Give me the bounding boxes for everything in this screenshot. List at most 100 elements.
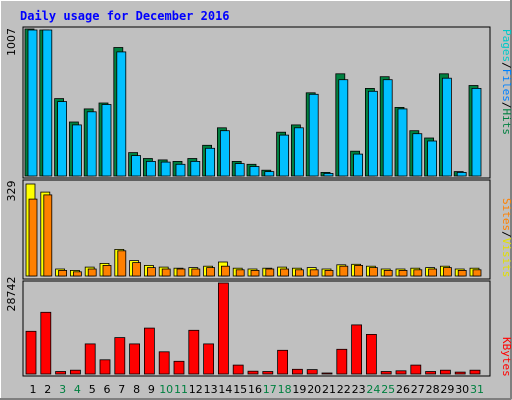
bar-sites [265,268,275,277]
bar-files [72,124,82,177]
x-tick-label: 3 [59,383,66,396]
legend-files: Files [500,69,512,102]
bar-kbytes [291,368,303,375]
bars-layer [24,28,482,375]
bar-files [190,160,201,177]
bar-kbytes [336,348,348,375]
bar-files [397,108,408,177]
bar-files [471,88,482,177]
bar-sites [146,267,156,277]
x-tick-label: 31 [470,383,484,396]
x-tick-label: 14 [218,383,232,396]
bar-files [338,79,349,177]
bar-sites [132,262,142,277]
bar-kbytes [247,370,259,375]
bar-sites [176,268,186,277]
chart-title: Daily usage for December 2016 [20,9,230,23]
x-tick-label: 24 [366,383,380,396]
bar-kbytes [173,360,185,375]
legend-sites: Sites [500,198,512,231]
x-tick-label: 8 [133,383,140,396]
x-axis-labels: 1 2 3 4 5 6 7 8 9 10 11 12 13 14 15 16 17 18 19 20 21 22 23 24 2… [30,383,485,396]
bar-kbytes [469,369,481,375]
hits-max-label: 1007 [5,28,18,56]
bar-files [427,140,438,177]
bar-kbytes [306,369,318,375]
x-tick-label: 20 [307,383,321,396]
bar-kbytes [380,371,392,375]
bar-files [42,29,53,177]
x-tick-label: 13 [204,383,218,396]
bar-kbytes [395,370,407,375]
bar-files [116,51,127,177]
x-tick-label: 23 [352,383,366,396]
bar-sites [220,265,230,277]
bar-kbytes [188,329,200,375]
bar-sites [354,264,364,277]
bar-kbytes [217,282,229,375]
bar-files [205,147,216,177]
x-tick-label: 15 [233,383,247,396]
x-tick-label: 2 [44,383,51,396]
kbytes-max-label: 28742 [5,277,18,312]
bar-kbytes [277,349,289,375]
bar-files [367,90,378,177]
x-tick-label: 1 [30,383,37,396]
bar-kbytes [410,364,422,375]
bar-sites [457,269,467,277]
bar-kbytes [203,343,215,375]
x-tick-label: 6 [104,383,111,396]
bar-files [353,153,364,177]
bar-sites [428,268,438,277]
bar-sites [280,268,290,277]
x-tick-label: 10 [159,383,173,396]
bar-files [27,29,38,177]
legend-sep: / [500,102,512,109]
bar-sites [161,268,171,277]
x-tick-label: 5 [89,383,96,396]
x-tick-label: 28 [426,383,440,396]
bar-kbytes [55,371,66,375]
bar-sites [398,269,408,277]
bar-sites [206,267,216,277]
x-tick-label: 11 [174,383,188,396]
x-tick-label: 29 [440,383,454,396]
x-tick-label: 7 [118,383,125,396]
legend-sep: / [500,231,512,238]
bar-kbytes [454,371,466,375]
bar-sites [191,268,201,277]
bar-sites [102,264,112,277]
bar-sites [73,271,82,277]
hits-legend: Pages/Files/Hits [500,29,512,135]
bar-files [234,163,245,177]
bar-sites [294,269,304,277]
bar-sites [87,268,97,277]
x-tick-label: 19 [292,383,306,396]
bar-sites [324,269,334,277]
x-tick-label: 18 [278,383,292,396]
bar-sites [235,269,245,277]
bar-files [382,79,393,177]
bar-files [279,134,290,177]
bar-files [456,171,467,177]
visits-legend: Sites/Visits [500,198,512,278]
visits-max-label: 329 [5,181,18,202]
bar-kbytes [129,343,141,375]
bar-kbytes [158,351,170,375]
bar-sites [309,269,319,277]
bar-files [293,127,304,177]
bar-files [86,111,97,177]
bar-files [323,172,334,177]
bar-kbytes [84,343,96,375]
bar-kbytes [439,369,451,375]
bar-files [175,163,186,177]
bar-files [441,77,452,177]
bar-kbytes [143,327,155,375]
bar-files [219,130,230,177]
bar-kbytes [70,369,81,375]
bar-kbytes [99,359,111,375]
bar-files [308,93,319,177]
bar-sites [368,267,378,277]
legend-visits: Visits [500,238,512,278]
bar-files [249,166,260,177]
